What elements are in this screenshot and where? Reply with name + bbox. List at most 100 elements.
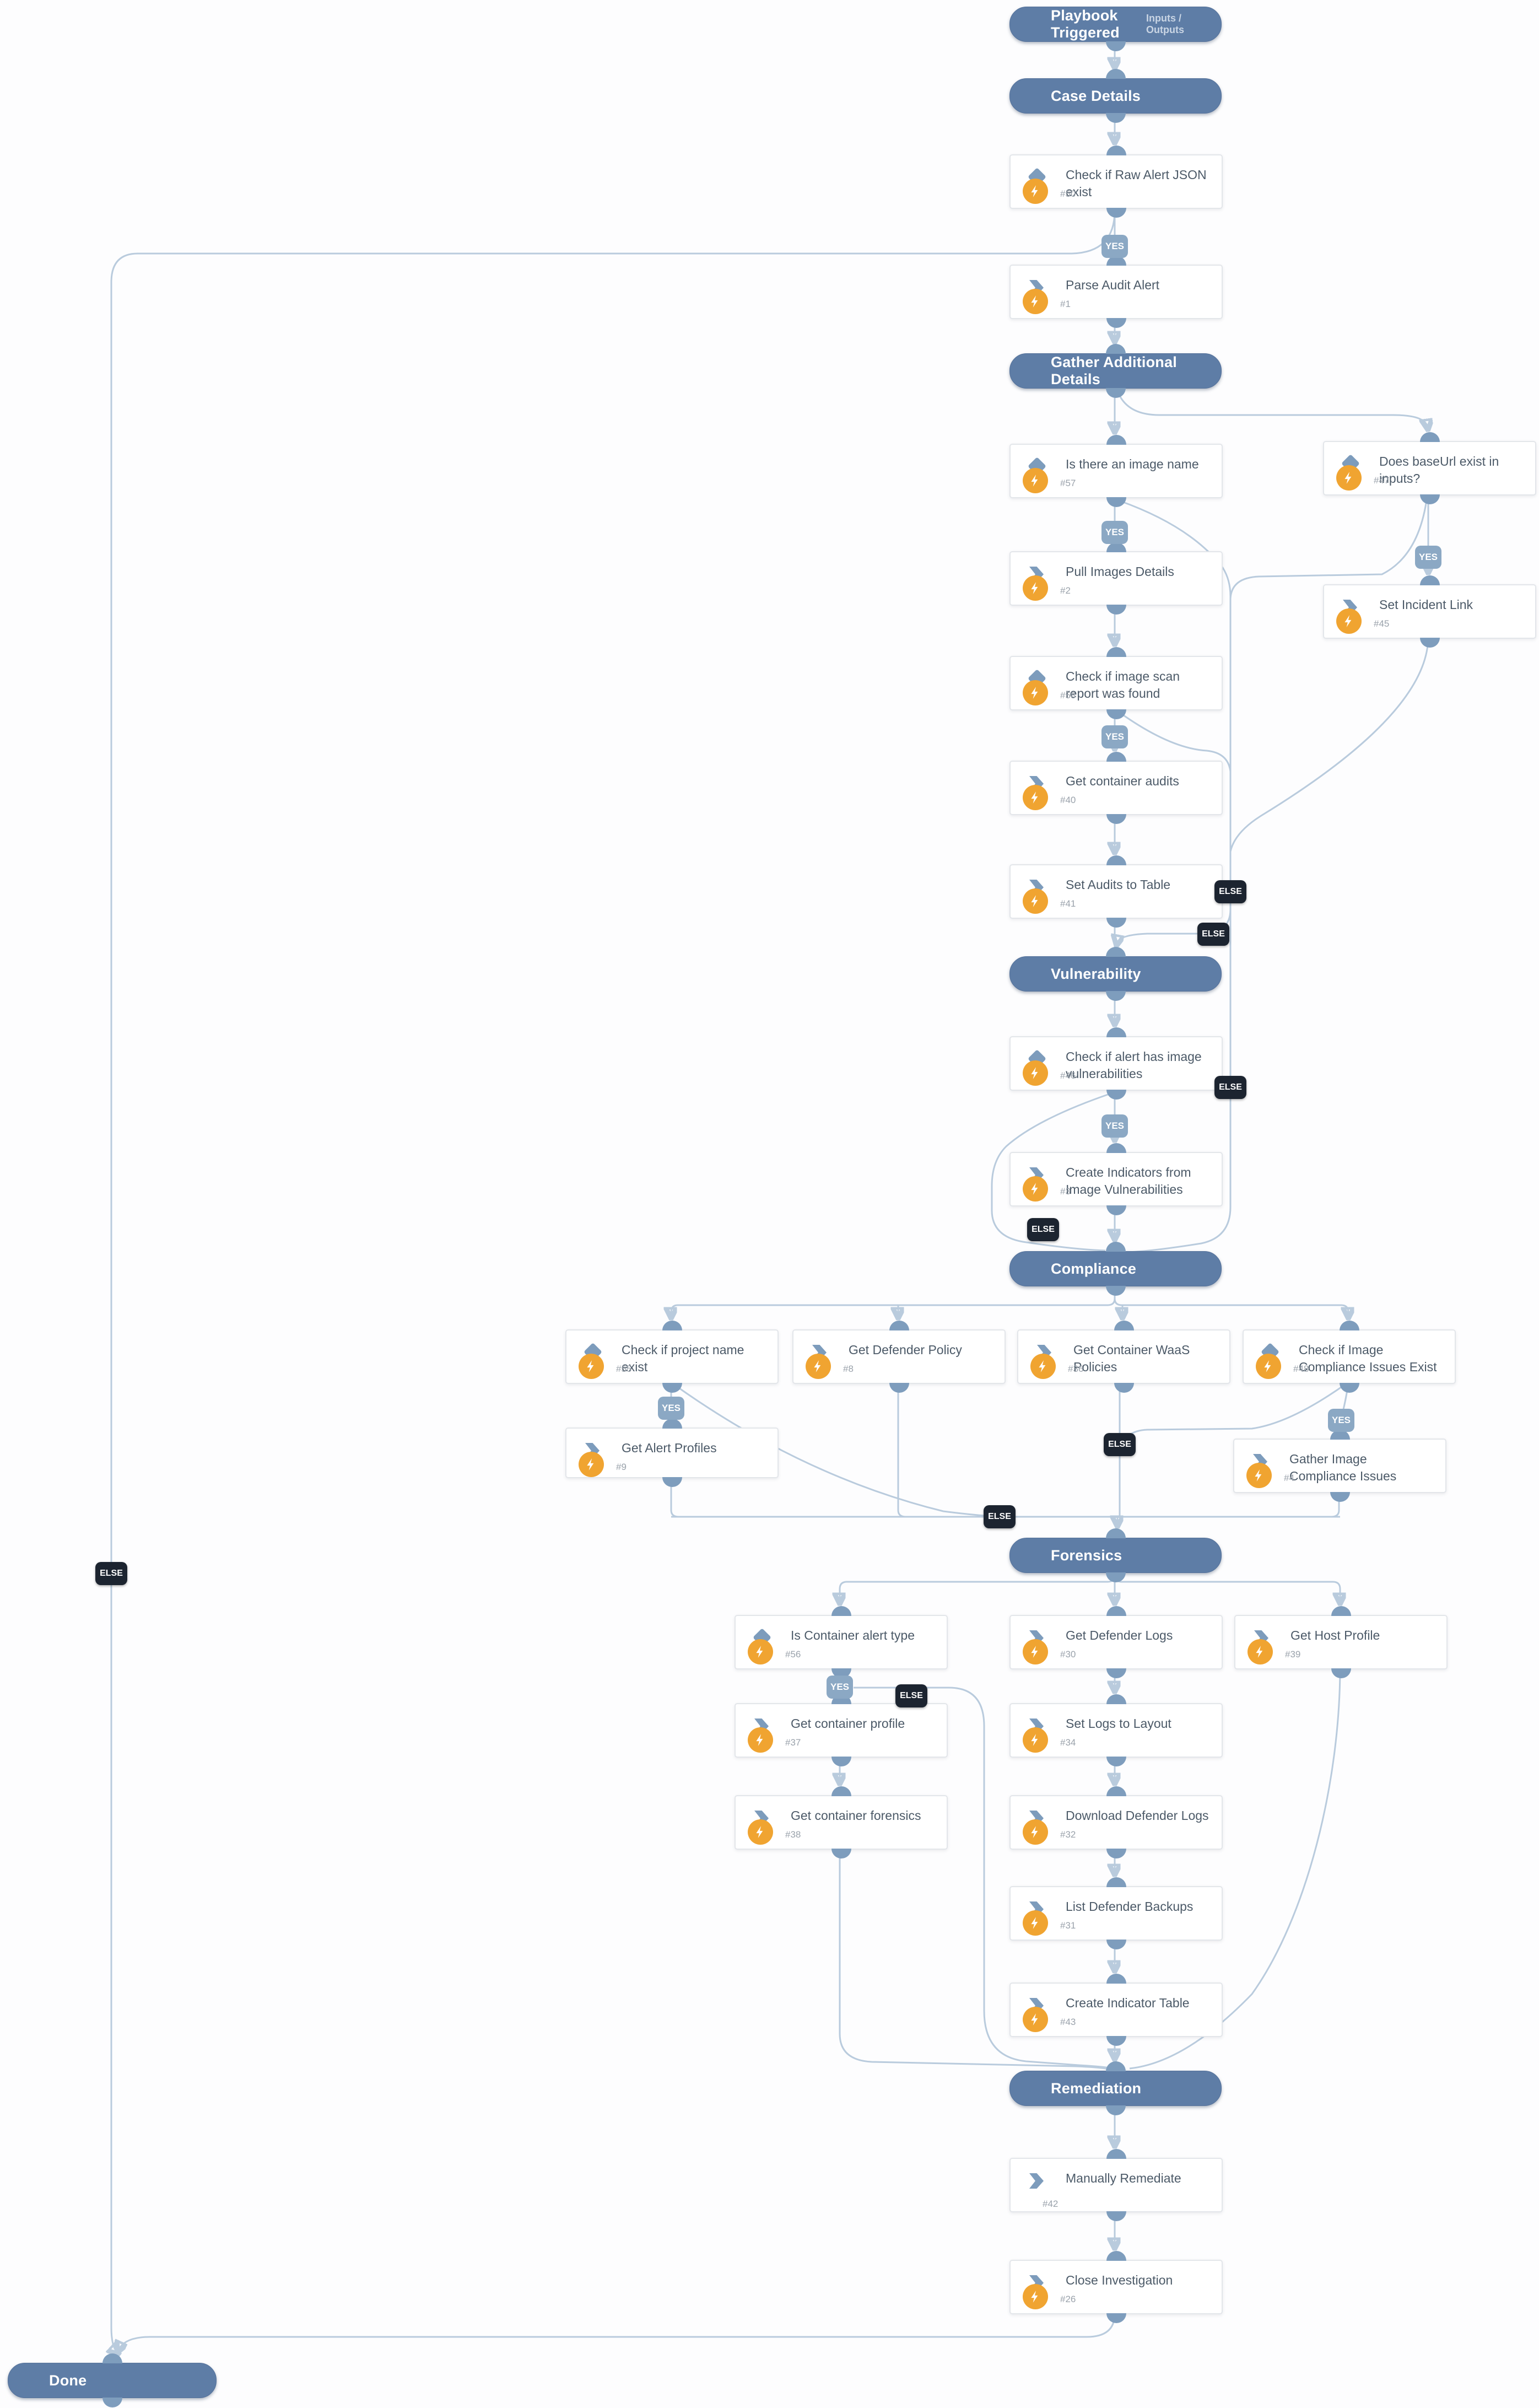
section-title: Compliance [1051, 1260, 1137, 1277]
input-port [831, 1606, 851, 1616]
input-port [1105, 1528, 1126, 1538]
section-case-details[interactable]: Case Details [1009, 69, 1222, 123]
node-set-logs-to-layout[interactable]: Set Logs to Layout #34 [1009, 1694, 1223, 1766]
node-check-raw-alert-json[interactable]: Check if Raw Alert JSON exist #50 [1009, 146, 1223, 218]
node-number: #32 [1060, 1829, 1076, 1840]
section-vulnerability[interactable]: Vulnerability [1009, 947, 1222, 1001]
node-parse-audit-alert[interactable]: Parse Audit Alert #1 [1009, 256, 1223, 328]
output-port [1105, 388, 1126, 398]
section-remediation[interactable]: Remediation [1009, 2061, 1222, 2115]
node-title: Download Defender Logs [1066, 1808, 1209, 1823]
node-check-project-name-exist[interactable]: Check if project name exist #55 [565, 1321, 779, 1393]
automation-bolt-icon [1030, 1354, 1056, 1379]
input-port [1331, 1606, 1351, 1616]
input-port [1105, 947, 1126, 957]
node-get-defender-policy[interactable]: Get Defender Policy #8 [792, 1321, 1006, 1393]
node-pull-images-details[interactable]: Pull Images Details #2 [1009, 542, 1223, 615]
node-title: Set Incident Link [1379, 597, 1473, 612]
inputs-outputs-link[interactable]: Inputs / Outputs [1146, 13, 1185, 35]
output-port [1106, 605, 1126, 615]
section-forensics[interactable]: Forensics [1009, 1528, 1222, 1582]
node-number: #46 [1060, 1070, 1076, 1081]
automation-bolt-icon [1023, 575, 1048, 601]
node-title: Check if image scan report was found [1066, 669, 1180, 701]
output-port [1331, 1668, 1351, 1678]
node-is-container-alert-type[interactable]: Is Container alert type #56 [735, 1606, 948, 1678]
node-set-incident-link[interactable]: Set Incident Link #45 [1323, 575, 1536, 648]
output-port [1106, 918, 1126, 928]
node-title: Parse Audit Alert [1066, 278, 1160, 292]
playbook-end-node[interactable]: Done [8, 2353, 217, 2407]
input-port [1106, 435, 1126, 445]
node-title: Create Indicator Table [1066, 1996, 1190, 2010]
node-get-container-forensics[interactable]: Get container forensics #38 [735, 1786, 948, 1858]
automation-bolt-icon [1256, 1354, 1281, 1379]
node-check-image-compliance-issues[interactable]: Check if Image Compliance Issues Exist #… [1243, 1321, 1456, 1393]
input-port [1106, 855, 1126, 865]
node-number: #47 [1374, 475, 1390, 486]
node-get-container-waas-policies[interactable]: Get Container WaaS Policies #36 [1017, 1321, 1230, 1393]
node-gather-image-compliance-issues[interactable]: Gather Image Compliance Issues #4 [1233, 1430, 1446, 1502]
output-port [1106, 1090, 1126, 1100]
node-number: #3 [1060, 1186, 1071, 1197]
else-branch-badge: ELSE [1214, 1076, 1246, 1099]
node-is-there-image-name[interactable]: Is there an image name #57 [1009, 435, 1223, 507]
else-branch-badge: ELSE [1197, 923, 1229, 946]
output-port [1106, 1940, 1126, 1949]
node-close-investigation[interactable]: Close Investigation #26 [1009, 2251, 1223, 2323]
node-number: #57 [1060, 478, 1076, 488]
output-port [1106, 1205, 1126, 1215]
node-title: Get Alert Profiles [622, 1441, 717, 1455]
input-port [1106, 752, 1126, 762]
node-get-defender-logs[interactable]: Get Defender Logs #30 [1009, 1606, 1223, 1678]
node-get-host-profile[interactable]: Get Host Profile #39 [1234, 1606, 1448, 1678]
node-get-alert-profiles[interactable]: Get Alert Profiles #9 [565, 1419, 779, 1487]
node-manually-remediate[interactable]: Manually Remediate #42 [1009, 2149, 1223, 2221]
node-title: Set Logs to Layout [1066, 1716, 1171, 1731]
output-port [1105, 1286, 1126, 1296]
node-title: List Defender Backups [1066, 1899, 1194, 1914]
automation-bolt-icon [1023, 1639, 1048, 1664]
automation-bolt-icon [1023, 680, 1048, 705]
node-number: #34 [1060, 1737, 1076, 1748]
node-number: #38 [785, 1829, 801, 1840]
output-port [831, 1849, 851, 1858]
node-create-indicators-from-image-vulnerabilities[interactable]: Create Indicators from Image Vulnerabili… [1009, 1143, 1223, 1215]
output-port [1106, 1757, 1126, 1766]
node-title: Create Indicators from Image Vulnerabili… [1066, 1165, 1191, 1197]
input-port [662, 1419, 682, 1429]
action-icon [1029, 2173, 1044, 2189]
output-port [1106, 208, 1126, 218]
input-port [889, 1321, 909, 1330]
node-check-image-scan-report[interactable]: Check if image scan report was found #58 [1009, 647, 1223, 719]
section-gather-additional-details[interactable]: Gather Additional Details [1009, 344, 1222, 398]
node-number: #43 [1060, 2017, 1076, 2027]
node-create-indicator-table[interactable]: Create Indicator Table #43 [1009, 1974, 1223, 2046]
output-port [1106, 2211, 1126, 2221]
node-number: #42 [1043, 2199, 1059, 2209]
input-port [1106, 1606, 1126, 1616]
input-port [1114, 1321, 1134, 1330]
automation-bolt-icon [1023, 2007, 1048, 2032]
node-get-container-audits[interactable]: Get container audits #40 [1009, 752, 1223, 824]
automation-bolt-icon [1023, 1910, 1048, 1936]
node-does-baseurl-exist[interactable]: Does baseUrl exist in inputs? #47 [1323, 432, 1536, 504]
section-compliance[interactable]: Compliance [1009, 1242, 1222, 1296]
node-download-defender-logs[interactable]: Download Defender Logs #32 [1009, 1786, 1223, 1858]
start-title: Playbook Triggered [1051, 7, 1120, 41]
section-title: Forensics [1051, 1547, 1122, 1564]
else-branch-badge: ELSE [1027, 1218, 1059, 1241]
playbook-start-node[interactable]: Playbook Triggered Inputs / Outputs [1009, 7, 1222, 51]
automation-bolt-icon [1023, 2284, 1048, 2309]
node-list-defender-backups[interactable]: List Defender Backups #31 [1009, 1877, 1223, 1949]
node-set-audits-to-table[interactable]: Set Audits to Table #41 [1009, 855, 1223, 928]
node-number: #4 [1284, 1473, 1294, 1483]
node-number: #26 [1060, 2294, 1076, 2304]
automation-bolt-icon [748, 1819, 773, 1845]
automation-bolt-icon [1023, 785, 1048, 810]
node-check-alert-image-vulnerabilities[interactable]: Check if alert has image vulnerabilities… [1009, 1027, 1223, 1100]
input-port [1105, 69, 1126, 79]
automation-bolt-icon [579, 1354, 604, 1379]
node-get-container-profile[interactable]: Get container profile #37 [735, 1694, 948, 1766]
